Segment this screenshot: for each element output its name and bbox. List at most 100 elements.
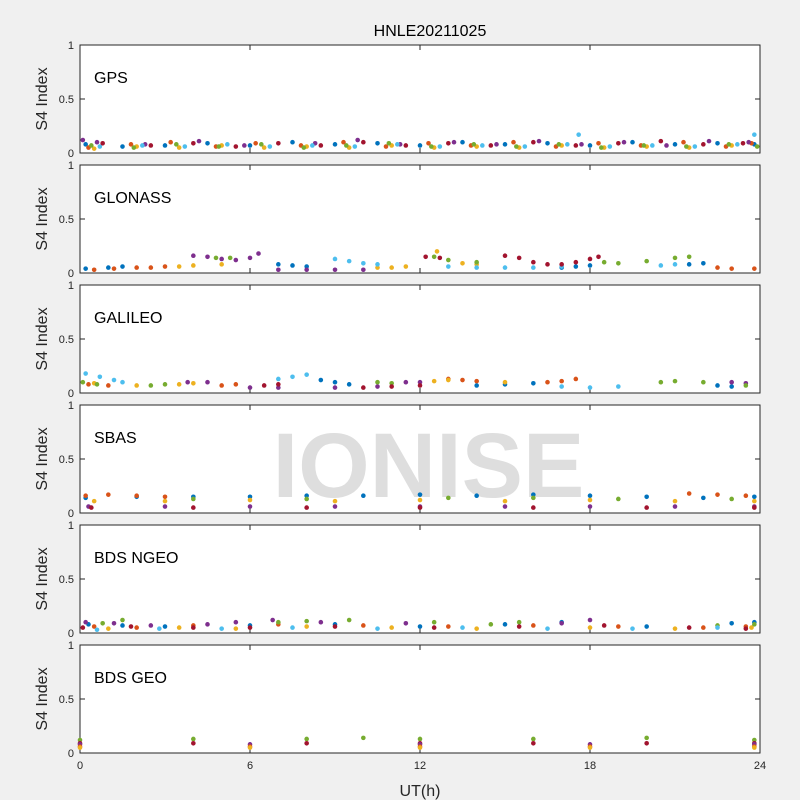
data-point (488, 143, 494, 148)
data-point (176, 382, 182, 387)
data-point (686, 625, 692, 630)
data-point (361, 385, 366, 390)
data-point (247, 625, 253, 630)
data-point (729, 620, 734, 626)
data-point (531, 259, 536, 265)
data-point (446, 377, 451, 383)
data-point (375, 626, 380, 631)
data-point (225, 142, 230, 147)
data-point (304, 372, 309, 377)
data-point (417, 624, 423, 629)
data-point (355, 137, 360, 143)
data-point (185, 379, 190, 385)
data-point (752, 622, 757, 627)
data-point (247, 745, 253, 750)
series-1 (91, 264, 757, 273)
data-point (361, 623, 366, 628)
data-point (559, 384, 564, 389)
data-point (205, 379, 210, 385)
data-point (162, 382, 168, 387)
data-point (276, 140, 281, 146)
data-point (361, 139, 366, 145)
data-point (332, 624, 338, 629)
data-point (233, 626, 239, 631)
data-point (644, 505, 649, 510)
data-point (242, 143, 247, 148)
data-point (191, 253, 196, 259)
panel-axes-box (79, 284, 761, 394)
data-point (701, 495, 706, 501)
data-point (616, 140, 621, 146)
data-point (83, 619, 88, 625)
data-point (431, 254, 437, 260)
data-point (191, 740, 196, 746)
data-point (176, 264, 182, 269)
data-point (346, 382, 352, 387)
data-point (514, 144, 519, 149)
data-point (111, 266, 117, 271)
data-point (587, 493, 593, 499)
data-point (474, 378, 479, 384)
data-point (672, 262, 678, 267)
data-point (531, 380, 536, 386)
panel-axes-box (79, 44, 761, 154)
series-5 (97, 132, 757, 149)
data-point (616, 260, 621, 266)
data-point (403, 379, 409, 385)
y-tick-label: 0 (68, 628, 74, 640)
data-point (361, 735, 366, 741)
data-point (191, 263, 196, 268)
panel-system-label: GPS (94, 70, 128, 87)
panel-axes-box (79, 164, 761, 274)
data-point (389, 625, 394, 630)
data-point (304, 496, 309, 502)
data-point (431, 619, 437, 625)
data-point (191, 625, 196, 630)
data-point (715, 492, 720, 497)
data-point (715, 265, 720, 270)
data-point (692, 144, 698, 149)
data-point (395, 142, 400, 147)
data-point (361, 267, 366, 273)
data-point (460, 139, 465, 145)
data-point (752, 498, 757, 504)
data-point (256, 251, 261, 256)
y-tick-label: 0.5 (59, 694, 74, 706)
data-point (672, 142, 678, 147)
data-point (431, 625, 437, 630)
data-point (191, 380, 196, 386)
data-point (417, 505, 423, 510)
x-tick-label: 12 (414, 760, 426, 772)
y-tick-label: 1 (68, 160, 74, 172)
series-1 (83, 491, 749, 500)
panel-4: 0 0.5 1 S4 Index BDS NGEO (34, 520, 761, 640)
data-point (332, 385, 338, 390)
data-point (162, 264, 168, 269)
data-point (290, 263, 295, 268)
data-point (596, 140, 601, 146)
data-point (219, 262, 224, 267)
data-point (417, 492, 423, 497)
data-point (752, 745, 757, 750)
data-point (672, 626, 678, 631)
data-point (120, 144, 125, 149)
data-point (91, 146, 97, 151)
data-point (516, 624, 522, 629)
data-point (502, 379, 508, 385)
data-point (134, 625, 139, 630)
data-point (701, 625, 706, 630)
data-point (601, 259, 607, 265)
panel-system-label: GLONASS (94, 190, 171, 207)
series-2 (106, 624, 754, 631)
data-point (576, 132, 581, 137)
data-point (247, 494, 253, 500)
data-point (344, 143, 349, 148)
data-point (233, 144, 239, 149)
data-point (219, 626, 224, 631)
data-point (616, 624, 621, 629)
series-6 (423, 253, 601, 267)
data-point (536, 138, 542, 144)
data-point (686, 262, 692, 267)
data-point (106, 383, 111, 388)
